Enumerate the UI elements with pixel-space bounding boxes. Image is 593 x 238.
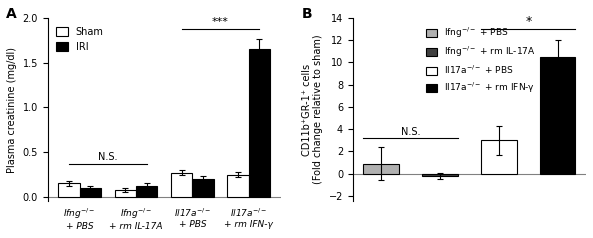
Bar [79, 188, 101, 197]
Bar [482, 140, 517, 174]
Legend: Ifng$^{-/-}$ + PBS, Ifng$^{-/-}$ + rm IL-17A, Il17a$^{-/-}$ + PBS, Il17a$^{-/-}$: Ifng$^{-/-}$ + PBS, Ifng$^{-/-}$ + rm IL… [423, 22, 540, 99]
Text: ***: *** [212, 17, 229, 27]
Legend: Sham, IRI: Sham, IRI [52, 23, 107, 55]
Text: B: B [302, 7, 312, 21]
Bar [422, 174, 458, 176]
Y-axis label: CD11b⁺GR-1⁺ cells
(Fold change relative to sham): CD11b⁺GR-1⁺ cells (Fold change relative … [302, 35, 323, 184]
Bar [227, 174, 248, 197]
Bar [58, 183, 79, 197]
Text: A: A [5, 7, 17, 21]
Bar [248, 49, 270, 197]
Bar [540, 57, 575, 174]
Text: *: * [525, 15, 531, 28]
Text: N.S.: N.S. [98, 152, 117, 162]
Text: N.S.: N.S. [401, 127, 420, 137]
Bar [171, 173, 192, 197]
Bar [136, 186, 157, 197]
Bar [192, 179, 214, 197]
Bar [364, 164, 399, 174]
Y-axis label: Plasma creatinine (mg/dl): Plasma creatinine (mg/dl) [7, 47, 17, 173]
Bar [114, 190, 136, 197]
